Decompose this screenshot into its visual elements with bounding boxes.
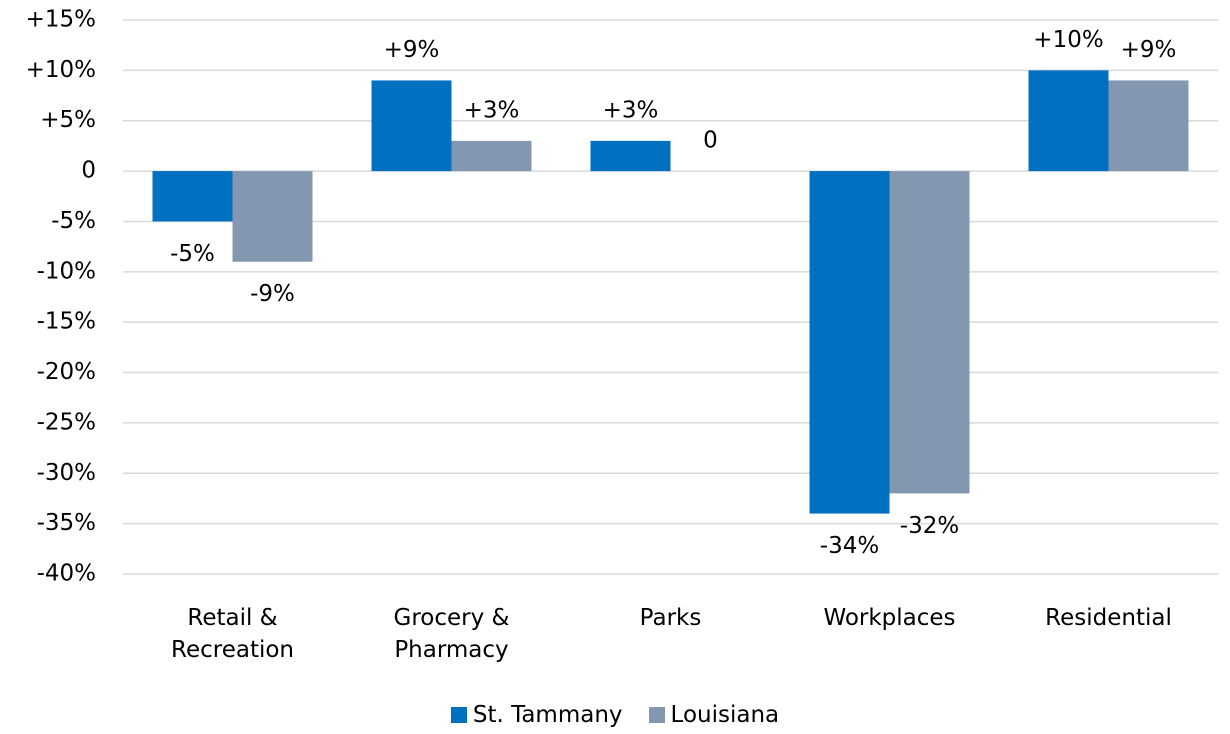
data-label: -5% — [170, 241, 215, 267]
bar — [371, 80, 452, 172]
bar — [152, 171, 233, 222]
y-tick-label: +5% — [40, 107, 96, 133]
y-tick-label: -30% — [37, 460, 96, 486]
legend-label: St. Tammany — [472, 702, 623, 728]
bar — [232, 171, 313, 262]
data-label: -32% — [900, 513, 959, 539]
data-label: -9% — [250, 281, 295, 307]
y-tick-label: -40% — [37, 561, 96, 587]
y-tick-label: -20% — [37, 359, 96, 385]
legend-item: Louisiana — [648, 702, 780, 728]
bar — [451, 140, 532, 172]
legend-item: St. Tammany — [450, 702, 623, 728]
y-tick-label: -25% — [37, 409, 96, 435]
y-tick-label: +15% — [26, 7, 96, 33]
x-tick-label: Residential — [1045, 605, 1172, 631]
legend-swatch — [648, 707, 665, 723]
bar — [889, 171, 970, 494]
data-label: 0 — [703, 128, 718, 154]
x-tick-label: Workplaces — [823, 605, 956, 631]
bar — [809, 171, 890, 514]
x-tick-label: Retail & Recreation — [171, 605, 294, 663]
y-tick-label: -35% — [37, 510, 96, 536]
data-label: +3% — [464, 97, 520, 123]
x-tick-label: Grocery & Pharmacy — [393, 605, 510, 663]
x-tick-label: Parks — [639, 605, 702, 631]
legend-swatch — [450, 707, 467, 723]
legend: St. Tammany Louisiana — [0, 702, 1230, 728]
data-label: -34% — [820, 533, 879, 559]
data-label: +3% — [603, 97, 659, 123]
bar — [1108, 80, 1189, 172]
y-tick-label: -10% — [37, 258, 96, 284]
data-label: +10% — [1033, 27, 1103, 53]
y-tick-label: -5% — [51, 208, 96, 234]
data-label: +9% — [384, 37, 440, 63]
y-tick-label: 0 — [81, 158, 96, 184]
legend-label: Louisiana — [670, 702, 780, 728]
y-tick-label: +10% — [26, 57, 96, 83]
bar — [1028, 70, 1109, 172]
bar — [590, 140, 671, 172]
y-tick-label: -15% — [37, 309, 96, 335]
data-label: +9% — [1121, 37, 1177, 63]
